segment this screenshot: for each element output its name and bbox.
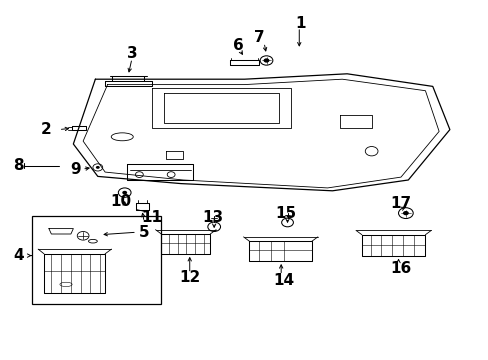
Text: 8: 8 xyxy=(13,158,24,173)
Circle shape xyxy=(122,191,127,194)
Text: 16: 16 xyxy=(389,261,411,276)
Text: 13: 13 xyxy=(202,210,223,225)
Text: 6: 6 xyxy=(233,37,244,53)
Text: 5: 5 xyxy=(139,225,149,240)
Text: 10: 10 xyxy=(110,194,132,209)
Text: 9: 9 xyxy=(70,162,81,177)
Text: 11: 11 xyxy=(141,210,162,225)
Circle shape xyxy=(402,211,408,215)
Text: 1: 1 xyxy=(295,16,305,31)
Text: 2: 2 xyxy=(41,122,52,137)
Text: 14: 14 xyxy=(272,273,294,288)
Circle shape xyxy=(96,166,100,169)
Text: 7: 7 xyxy=(253,30,264,45)
Text: 4: 4 xyxy=(13,248,24,263)
Text: 3: 3 xyxy=(126,46,137,62)
Circle shape xyxy=(263,58,269,63)
Text: 17: 17 xyxy=(389,196,411,211)
Text: 15: 15 xyxy=(275,206,296,221)
Text: 12: 12 xyxy=(179,270,200,285)
Bar xyxy=(32,216,161,304)
